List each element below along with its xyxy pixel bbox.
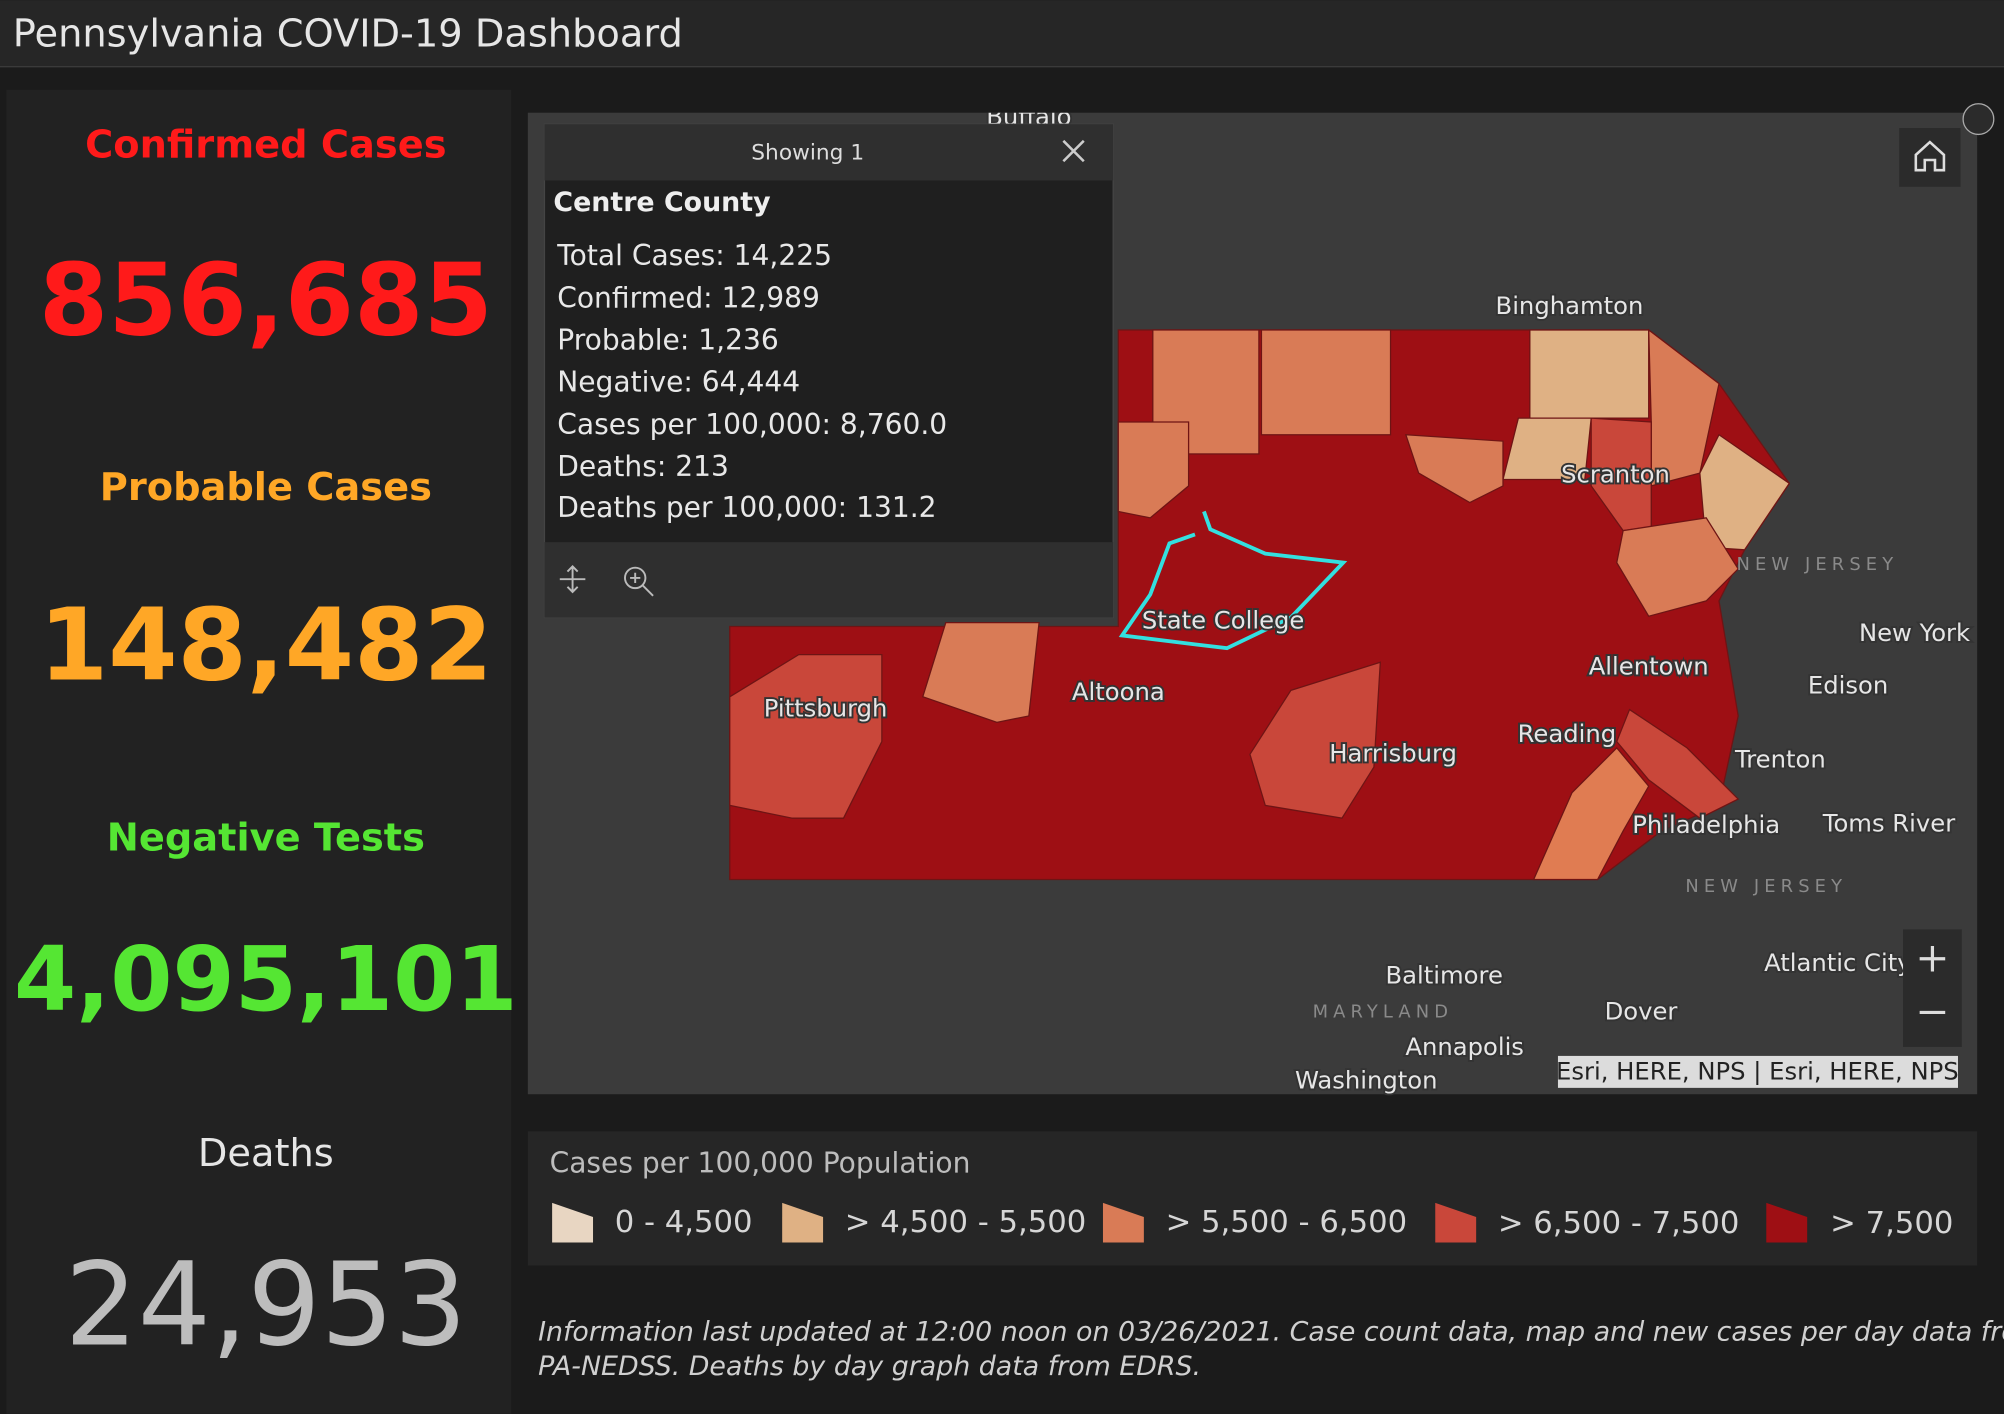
home-icon (1914, 140, 1946, 172)
county (1616, 517, 1739, 617)
county (729, 653, 883, 819)
place-label: Washington (1295, 1065, 1438, 1094)
zoom-to-button[interactable] (624, 566, 654, 597)
stat-label: Confirmed Cases (85, 123, 446, 168)
county (1648, 328, 1720, 487)
place-label: Reading (1518, 719, 1617, 748)
legend-swatch (1435, 1202, 1477, 1243)
region-label: NEW JERSEY (1737, 554, 1899, 575)
home-button[interactable] (1899, 128, 1961, 187)
place-label: Annapolis (1405, 1032, 1524, 1061)
attribution: Esri, HERE, NPS | Esri, HERE, NPS (1556, 1057, 1959, 1086)
region-label: MARYLAND (1313, 1001, 1453, 1022)
legend-label: 0 - 4,500 (615, 1205, 753, 1240)
popup-field: Probable: 1,236 (557, 323, 778, 356)
attribution-box (1557, 1055, 1958, 1088)
selected-county-outline (1118, 510, 1348, 651)
place-label: Philadelphia (1632, 810, 1780, 839)
dashboard-title: Pennsylvania COVID-19 Dashboard (13, 12, 683, 57)
legend-swatch (1102, 1202, 1144, 1243)
legend (527, 1131, 1978, 1266)
stats-panel (6, 89, 512, 1414)
place-label: State College (1142, 605, 1304, 634)
county (1260, 329, 1392, 436)
popup-field: Deaths per 100,000: 131.2 (557, 491, 936, 524)
popup-header-text: Showing 1 (751, 141, 864, 166)
county (1529, 329, 1650, 419)
stat-label: Deaths (198, 1131, 334, 1176)
popup-field: Cases per 100,000: 8,760.0 (557, 408, 947, 441)
place-label: Dover (1605, 996, 1678, 1025)
stat-value: 148,482 (39, 586, 493, 703)
place-labels: Buffalo Binghamton Scranton State Colleg… (762, 113, 1972, 1097)
place-label: Scranton (1561, 460, 1670, 489)
legend-label: > 7,500 (1830, 1206, 1953, 1241)
popup-close[interactable] (1062, 139, 1085, 163)
footer-note: PA-NEDSS. Deaths by day graph data from … (538, 1351, 1201, 1382)
county (1404, 434, 1504, 504)
zoom-in[interactable] (1919, 945, 1946, 972)
place-label: Harrisburg (1329, 738, 1457, 767)
region-label: NEW JERSEY (1685, 876, 1847, 897)
legend-swatch (552, 1202, 594, 1243)
popup (543, 123, 1114, 619)
popup-title: Centre County (553, 187, 770, 218)
stat-value: 4,095,101 (14, 928, 518, 1032)
footer-note: Information last updated at 12:00 noon o… (538, 1317, 2004, 1348)
place-label: Binghamton (1496, 291, 1644, 320)
stat-value: 856,685 (39, 241, 493, 358)
legend-title: Cases per 100,000 Population (550, 1147, 971, 1180)
place-label: Baltimore (1386, 961, 1503, 990)
place-label: Atlantic City (1764, 948, 1912, 977)
county (1249, 661, 1382, 819)
legend-label: > 4,500 - 5,500 (845, 1205, 1087, 1240)
legend-swatch (782, 1202, 824, 1243)
pan-button[interactable] (559, 565, 586, 594)
place-label: Trenton (1734, 745, 1826, 774)
county (921, 622, 1040, 723)
header-bar (0, 0, 2004, 67)
stat-label: Negative Tests (107, 815, 425, 860)
popup-field: Negative: 64,444 (557, 366, 800, 399)
legend-label: > 6,500 - 7,500 (1498, 1206, 1740, 1241)
stat-value: 24,953 (65, 1239, 467, 1373)
county (1616, 708, 1740, 819)
place-label: Edison (1808, 671, 1888, 700)
county (1502, 417, 1592, 481)
place-label: Toms River (1822, 809, 1955, 838)
popup-field: Total Cases: 14,225 (556, 239, 832, 272)
popup-header (544, 124, 1114, 181)
place-label: Allentown (1589, 651, 1709, 680)
county (1117, 421, 1190, 519)
place-label: New York (1859, 618, 1970, 647)
popup-field: Confirmed: 12,989 (557, 281, 820, 314)
legend-label: > 5,500 - 6,500 (1166, 1205, 1408, 1240)
stat-label: Probable Cases (100, 465, 432, 510)
legend-swatch (1766, 1202, 1808, 1243)
place-label: Pittsburgh (764, 694, 888, 723)
state-map (729, 328, 1791, 881)
place-label: Altoona (1072, 677, 1165, 706)
fullscreen-button[interactable] (1962, 103, 1995, 136)
county (1532, 746, 1650, 881)
popup-field: Deaths: 213 (557, 450, 729, 483)
popup-footer (544, 542, 1114, 618)
